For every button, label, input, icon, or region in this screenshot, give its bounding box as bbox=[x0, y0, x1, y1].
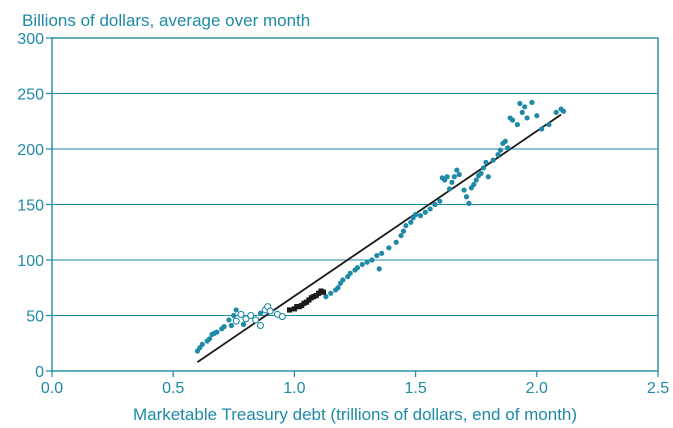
data-point bbox=[529, 99, 535, 105]
data-point bbox=[490, 157, 496, 163]
fit-line bbox=[196, 113, 562, 363]
data-point-open bbox=[237, 310, 245, 318]
x-tick-label: 2.5 bbox=[647, 380, 669, 397]
x-axis-label: Marketable Treasury debt (trillions of d… bbox=[133, 405, 577, 424]
y-tick-label: 0 bbox=[35, 364, 44, 381]
data-point bbox=[240, 321, 247, 327]
data-point-square bbox=[286, 307, 293, 313]
gridlines bbox=[52, 93, 658, 316]
y-tick-label: 100 bbox=[17, 253, 44, 270]
data-point bbox=[359, 261, 365, 268]
data-point bbox=[495, 151, 501, 158]
data-point bbox=[478, 170, 484, 177]
data-point bbox=[231, 312, 237, 319]
data-point bbox=[413, 211, 419, 218]
data-point bbox=[386, 245, 392, 251]
data-point bbox=[226, 317, 232, 323]
data-point bbox=[206, 336, 213, 342]
x-tick-label: 2.0 bbox=[526, 380, 548, 397]
data-point bbox=[497, 147, 504, 153]
regression-line bbox=[196, 113, 562, 363]
data-point bbox=[335, 285, 341, 291]
data-point bbox=[519, 109, 525, 115]
data-point bbox=[553, 109, 559, 115]
y-tick-label: 150 bbox=[17, 198, 44, 215]
data-point bbox=[454, 167, 460, 173]
data-point bbox=[560, 108, 567, 114]
chart-title: Billions of dollars, average over month bbox=[22, 11, 310, 30]
data-point-open bbox=[242, 315, 250, 323]
x-tick-label: 0.0 bbox=[41, 380, 63, 397]
x-tick-label: 1.5 bbox=[404, 380, 426, 397]
data-points bbox=[194, 99, 567, 354]
data-point bbox=[539, 126, 545, 132]
data-point bbox=[422, 209, 428, 215]
data-point bbox=[369, 257, 375, 263]
data-point bbox=[403, 222, 409, 229]
data-point bbox=[437, 198, 443, 204]
data-point bbox=[199, 341, 205, 347]
data-point-open bbox=[252, 316, 260, 324]
data-point bbox=[221, 324, 227, 330]
data-point-open bbox=[232, 317, 240, 325]
data-point bbox=[456, 171, 462, 178]
x-tick-label: 0.5 bbox=[162, 380, 184, 397]
data-point bbox=[374, 252, 380, 259]
y-tick-label: 250 bbox=[17, 87, 44, 104]
data-point bbox=[228, 322, 234, 329]
x-tick-label: 1.0 bbox=[283, 380, 305, 397]
data-point bbox=[514, 121, 521, 128]
data-point bbox=[444, 174, 450, 180]
data-point-open bbox=[256, 321, 265, 330]
data-point bbox=[522, 104, 528, 110]
data-point bbox=[534, 113, 540, 119]
data-point bbox=[214, 329, 220, 335]
data-point bbox=[461, 187, 467, 193]
data-point bbox=[524, 115, 530, 121]
data-point bbox=[502, 138, 508, 144]
data-point bbox=[233, 307, 239, 313]
data-point bbox=[480, 165, 487, 171]
data-point bbox=[340, 277, 346, 283]
data-point bbox=[546, 121, 552, 128]
data-point bbox=[505, 145, 511, 151]
data-point bbox=[364, 259, 370, 265]
data-point bbox=[517, 100, 523, 107]
data-point bbox=[354, 265, 361, 271]
data-point-open bbox=[266, 307, 274, 315]
data-point bbox=[463, 194, 470, 200]
data-point-square bbox=[320, 289, 327, 295]
data-point bbox=[328, 290, 334, 296]
data-point bbox=[485, 174, 491, 180]
data-point bbox=[509, 117, 516, 123]
y-tick-label: 300 bbox=[17, 31, 44, 48]
data-point-open bbox=[278, 313, 286, 321]
y-tick-label: 50 bbox=[26, 309, 44, 326]
data-point bbox=[257, 310, 264, 316]
data-point bbox=[323, 294, 329, 300]
data-point bbox=[483, 159, 489, 165]
data-point bbox=[427, 206, 433, 212]
y-tick-label: 200 bbox=[17, 142, 44, 159]
data-point bbox=[393, 239, 399, 245]
data-point bbox=[376, 266, 382, 272]
data-point bbox=[432, 201, 438, 208]
data-point bbox=[408, 219, 414, 225]
data-point bbox=[379, 250, 385, 256]
y-axis-ticks: 0 50 100 150 200 250 300 bbox=[17, 31, 52, 381]
data-point bbox=[449, 179, 455, 185]
x-axis-ticks: 0.0 0.5 1.0 1.5 2.0 2.5 bbox=[41, 371, 669, 397]
data-point bbox=[347, 270, 353, 276]
data-point bbox=[473, 177, 479, 183]
data-point bbox=[466, 200, 472, 206]
data-point-open bbox=[247, 311, 255, 320]
data-point bbox=[471, 181, 477, 188]
data-point bbox=[398, 232, 404, 239]
data-point bbox=[417, 213, 424, 219]
data-point bbox=[400, 228, 407, 234]
data-point bbox=[451, 174, 457, 180]
data-point bbox=[446, 186, 453, 192]
